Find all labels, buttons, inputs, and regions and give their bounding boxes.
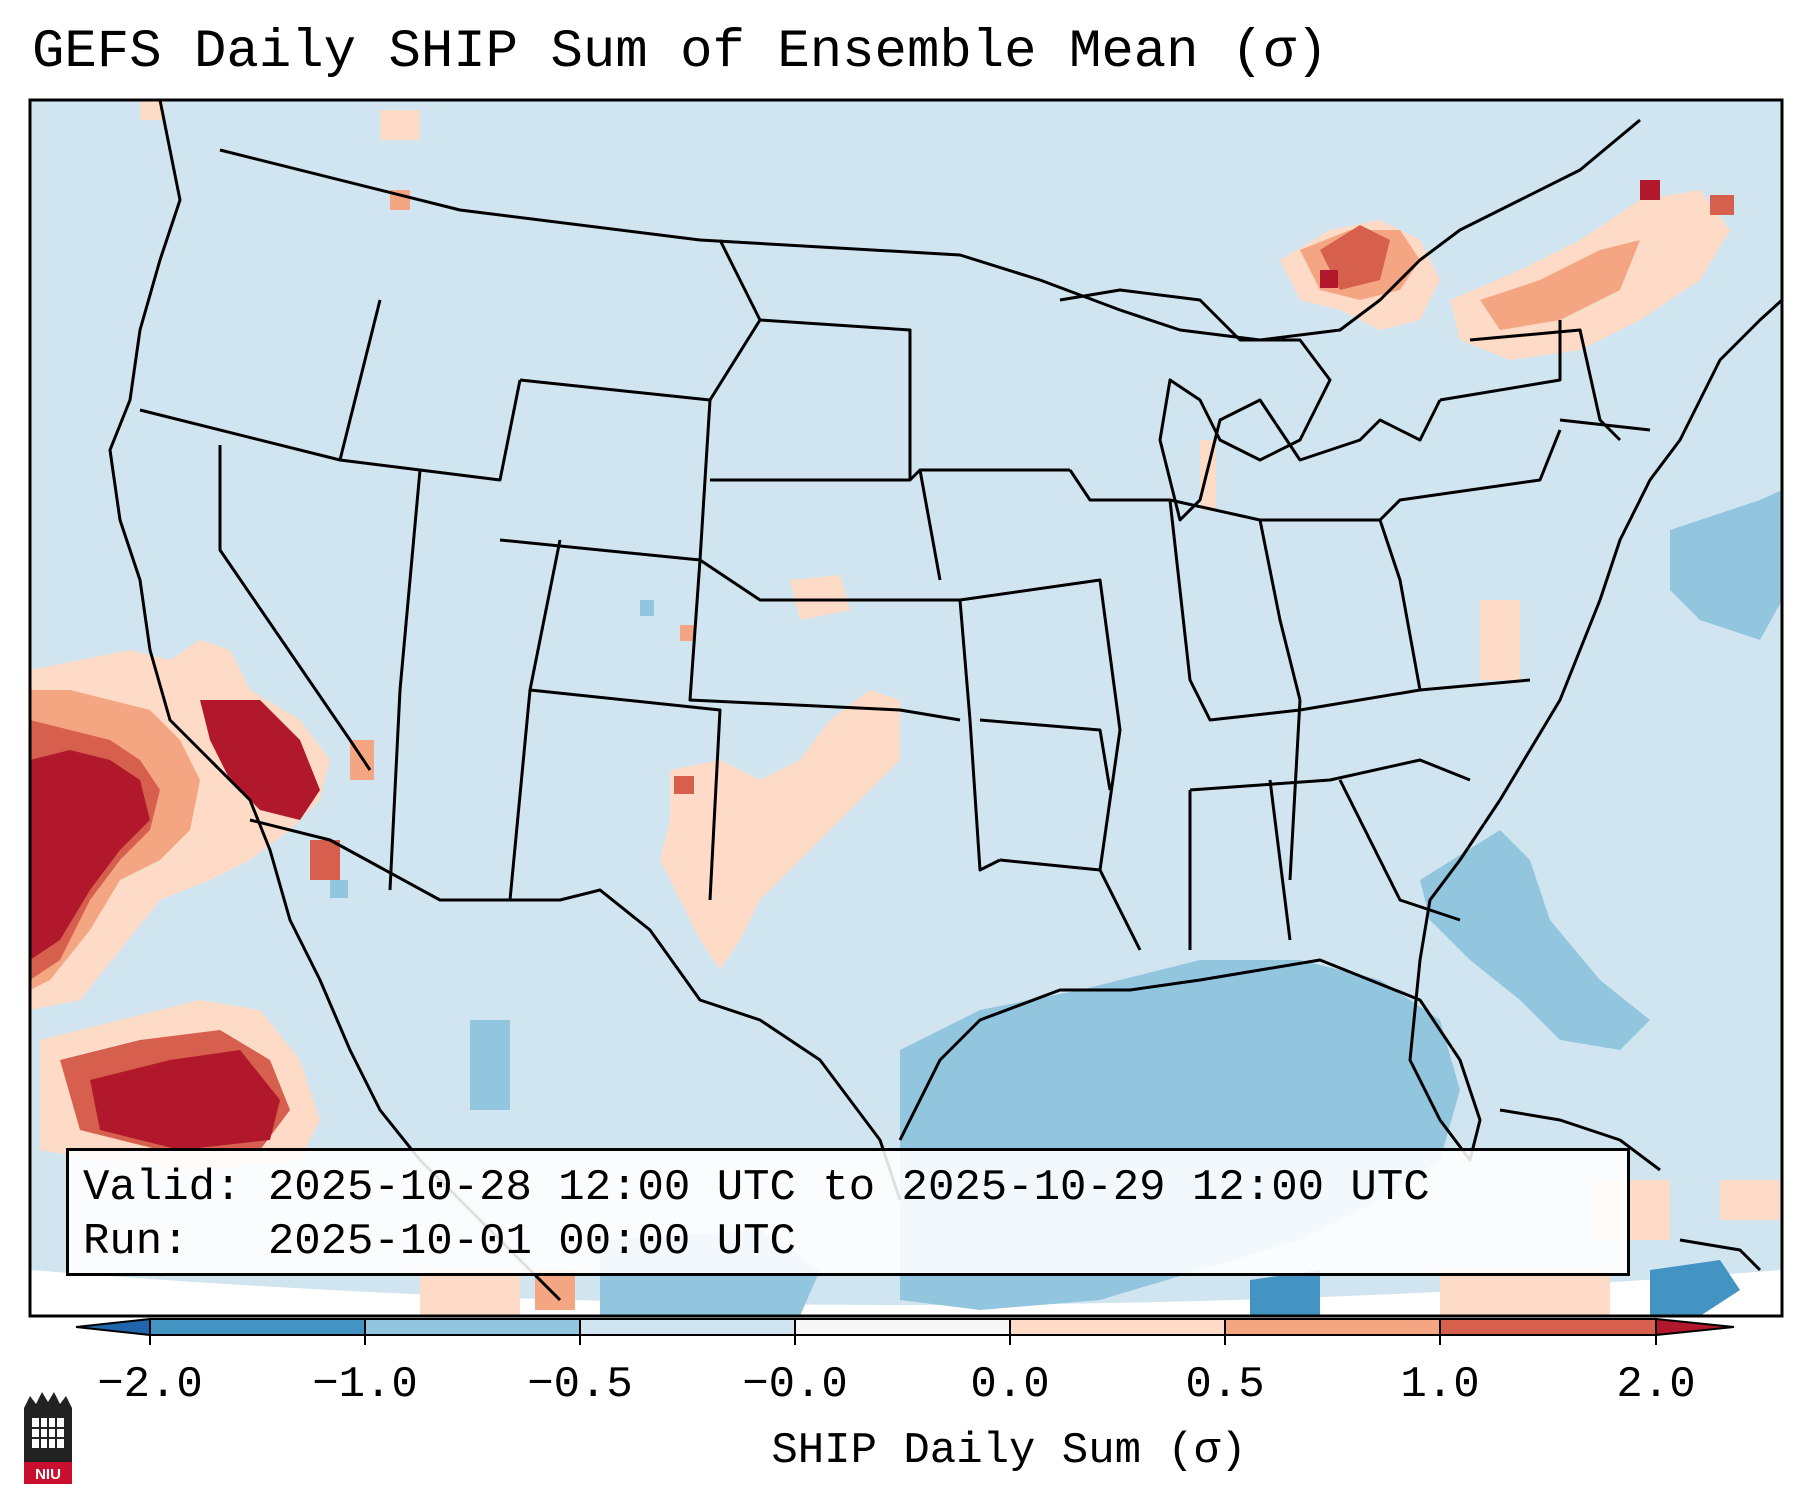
map-frame bbox=[28, 98, 1784, 1318]
colorbar-tick-label: 1.0 bbox=[1400, 1360, 1480, 1410]
map-title: GEFS Daily SHIP Sum of Ensemble Mean (σ) bbox=[32, 22, 1329, 83]
atlantic-negative-anomaly bbox=[1420, 490, 1782, 1050]
colorbar-tick-label: −0.0 bbox=[742, 1360, 848, 1410]
colorbar-tick-label: 0.0 bbox=[970, 1360, 1050, 1410]
colorbar-tick-label: −2.0 bbox=[97, 1360, 203, 1410]
colorbar-label: SHIP Daily Sum (σ) bbox=[771, 1426, 1247, 1476]
pacific-coastline bbox=[108, 100, 562, 1302]
colorbar-segment-3 bbox=[579, 1318, 796, 1336]
colorbar bbox=[75, 1317, 1735, 1345]
state-lines-east bbox=[1068, 429, 1562, 950]
niu-logo-icon bbox=[24, 1392, 72, 1484]
valid-run-info-box: Valid: 2025-10-28 12:00 UTC to 2025-10-2… bbox=[66, 1148, 1630, 1276]
boundary-lines bbox=[108, 100, 1782, 1302]
colorbar-segment-4 bbox=[794, 1318, 1011, 1336]
southern-plains-positive-anomaly bbox=[660, 575, 900, 970]
gulf-coastline bbox=[898, 298, 1782, 1162]
state-lines-northeast bbox=[1439, 320, 1651, 442]
baja-positive-anomaly bbox=[40, 1000, 320, 1170]
quebec-positive-anomaly bbox=[1280, 180, 1734, 360]
caribbean-islands bbox=[1499, 1108, 1762, 1272]
colorbar-segment-1 bbox=[149, 1318, 366, 1336]
colorbar-segment-5 bbox=[1009, 1318, 1226, 1336]
colorbar-tick-label: 2.0 bbox=[1616, 1360, 1696, 1410]
colorbar-tick-marks bbox=[149, 1335, 1657, 1345]
colorbar-segment-2 bbox=[364, 1318, 581, 1336]
state-lines-central bbox=[699, 318, 1142, 951]
colorbar-tick-label: 0.5 bbox=[1185, 1360, 1265, 1410]
colorbar-segment-6 bbox=[1224, 1318, 1441, 1336]
colorbar-extend-low bbox=[75, 1317, 151, 1337]
colorbar-tick-label: −0.5 bbox=[527, 1360, 633, 1410]
scattered-positive-anomaly bbox=[140, 100, 1780, 1316]
great-lakes bbox=[1059, 288, 1442, 522]
colorbar-segment-7 bbox=[1439, 1318, 1657, 1336]
logo-text: NIU bbox=[35, 1466, 61, 1483]
pacific-positive-anomaly bbox=[30, 640, 330, 1010]
run-label: Run: bbox=[83, 1217, 189, 1267]
mexico-border bbox=[249, 818, 902, 1201]
run-value: 2025-10-01 00:00 UTC bbox=[267, 1217, 796, 1267]
colorbar-extend-high bbox=[1655, 1317, 1735, 1337]
valid-label: Valid: bbox=[83, 1163, 242, 1213]
colorbar-tick-label: −1.0 bbox=[312, 1360, 418, 1410]
valid-value: 2025-10-28 12:00 UTC to 2025-10-29 12:00… bbox=[267, 1163, 1430, 1213]
